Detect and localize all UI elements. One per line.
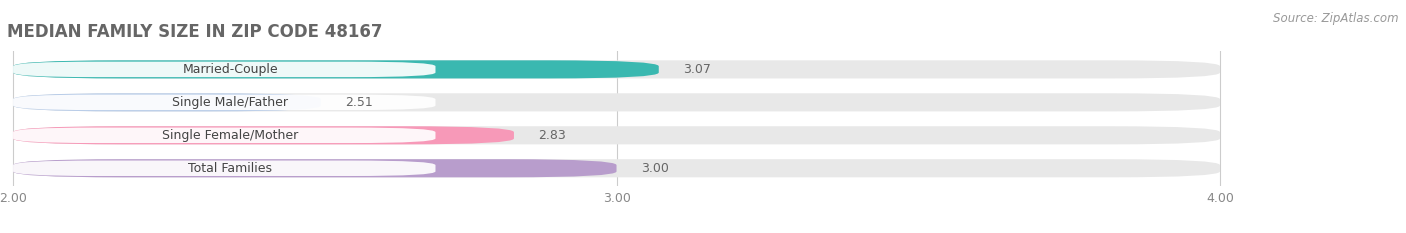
- FancyBboxPatch shape: [13, 60, 659, 79]
- Text: Single Female/Mother: Single Female/Mother: [162, 129, 298, 142]
- FancyBboxPatch shape: [13, 62, 436, 77]
- Text: Married-Couple: Married-Couple: [183, 63, 278, 76]
- Text: Single Male/Father: Single Male/Father: [173, 96, 288, 109]
- Text: MEDIAN FAMILY SIZE IN ZIP CODE 48167: MEDIAN FAMILY SIZE IN ZIP CODE 48167: [7, 23, 382, 41]
- FancyBboxPatch shape: [13, 161, 436, 176]
- Text: 2.51: 2.51: [344, 96, 373, 109]
- FancyBboxPatch shape: [13, 127, 436, 143]
- FancyBboxPatch shape: [13, 159, 1220, 177]
- Text: 2.83: 2.83: [538, 129, 565, 142]
- Text: Total Families: Total Families: [188, 162, 273, 175]
- FancyBboxPatch shape: [13, 159, 616, 177]
- FancyBboxPatch shape: [13, 126, 1220, 144]
- FancyBboxPatch shape: [13, 93, 321, 111]
- FancyBboxPatch shape: [13, 93, 1220, 111]
- Text: 3.00: 3.00: [641, 162, 668, 175]
- Text: Source: ZipAtlas.com: Source: ZipAtlas.com: [1274, 12, 1399, 25]
- FancyBboxPatch shape: [13, 60, 1220, 79]
- FancyBboxPatch shape: [13, 126, 515, 144]
- FancyBboxPatch shape: [13, 95, 436, 110]
- Text: 3.07: 3.07: [683, 63, 711, 76]
